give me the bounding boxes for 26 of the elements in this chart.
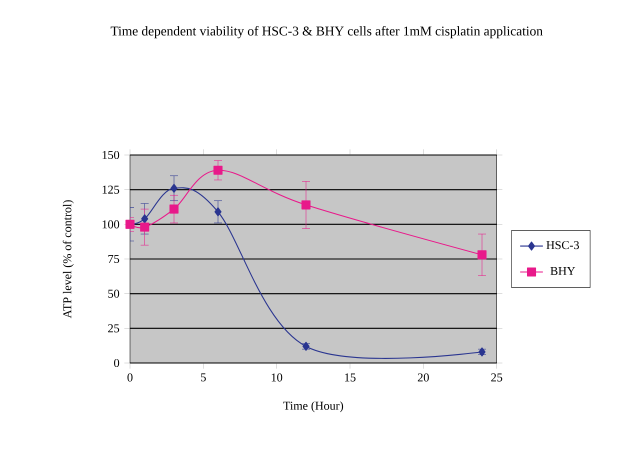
y-tick-label: 0	[114, 358, 120, 368]
point	[170, 184, 178, 193]
point	[301, 200, 311, 210]
point	[141, 214, 148, 224]
x-tick-label: 5	[201, 373, 206, 382]
y-tick-label: 100	[102, 220, 120, 228]
point	[477, 250, 487, 260]
x-tick-label: 10	[272, 373, 282, 382]
y-tick-label: 150	[102, 150, 120, 160]
x-tick-label: 20	[418, 373, 429, 382]
y-tick-label: 125	[102, 186, 120, 194]
x-tick-label: 0	[127, 373, 133, 382]
legend-label: BHY	[550, 267, 576, 275]
x-tick-label: 15	[345, 373, 356, 382]
point	[213, 166, 223, 175]
x-axis-title: Time (Hour)	[283, 401, 344, 412]
y-tick-label: 25	[108, 324, 120, 332]
chart-title: Time dependent viability of HSC-3 & BHY cells after 1mM cisplatin application	[110, 26, 543, 38]
y-tick-label: 50	[108, 290, 120, 298]
point	[140, 222, 150, 232]
x-tick-label: 25	[491, 373, 502, 382]
legend-label: HSC-3	[546, 241, 579, 250]
point	[214, 207, 222, 216]
y-tick-label: 75	[108, 255, 120, 263]
y-axis-title: ATP level (% of control)	[62, 200, 74, 318]
point	[169, 204, 179, 214]
